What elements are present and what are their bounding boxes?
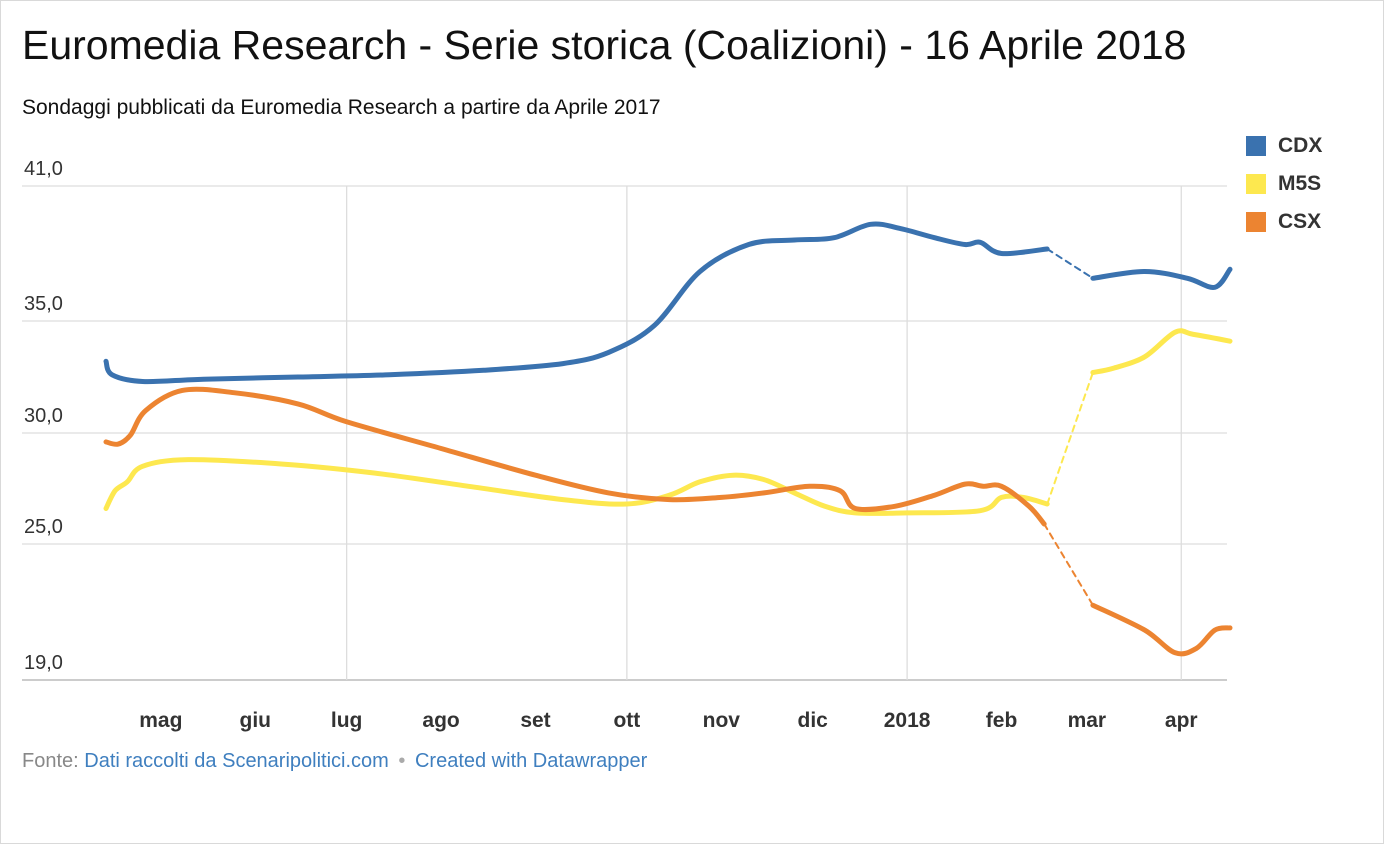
y-tick-label: 30,0 xyxy=(24,405,63,427)
series-csx-line xyxy=(1090,602,1233,657)
grid-lines xyxy=(22,185,1227,681)
legend-item-cdx[interactable]: CDX xyxy=(1246,127,1322,165)
series-m5s-dashed-segment xyxy=(1046,371,1094,506)
y-tick-label: 19,0 xyxy=(24,652,63,674)
x-tick-label: mag xyxy=(139,709,182,732)
series-m5s-line xyxy=(103,457,1050,516)
legend-item-m5s[interactable]: M5S xyxy=(1246,165,1322,203)
footer-credit-link[interactable]: Created with Datawrapper xyxy=(414,750,648,772)
x-tick-label: ott xyxy=(613,709,640,732)
chart-subtitle: Sondaggi pubblicati da Euromedia Researc… xyxy=(22,96,661,119)
footer-source-link[interactable]: Dati raccolti da Scenaripolitici.com xyxy=(84,750,389,772)
legend-swatch-cdx xyxy=(1246,136,1266,156)
series-cdx-line xyxy=(1090,266,1233,290)
footer-separator: • xyxy=(398,750,406,772)
legend-label-m5s: M5S xyxy=(1278,172,1322,195)
y-tick-label: 41,0 xyxy=(24,158,63,180)
x-tick-label: lug xyxy=(331,709,363,732)
legend-swatch-csx xyxy=(1246,212,1266,232)
x-tick-label: feb xyxy=(986,709,1018,732)
y-tick-label: 25,0 xyxy=(24,516,63,538)
x-tick-label: nov xyxy=(703,709,741,732)
series-csx-line xyxy=(103,386,1047,527)
footer-source-label: Fonte: xyxy=(22,750,79,772)
series-lines xyxy=(103,221,1233,657)
x-tick-label: 2018 xyxy=(884,709,931,732)
x-tick-label: apr xyxy=(1165,709,1198,732)
series-m5s-line xyxy=(1090,328,1233,375)
y-tick-label: 35,0 xyxy=(24,293,63,315)
legend-swatch-m5s xyxy=(1246,174,1266,194)
x-tick-label: dic xyxy=(798,709,829,732)
series-cdx-dashed-segment xyxy=(1046,248,1094,280)
legend: CDX M5S CSX xyxy=(1246,127,1322,241)
x-tick-label: mar xyxy=(1068,709,1107,732)
x-tick-label: giu xyxy=(240,709,272,732)
series-cdx-line xyxy=(103,221,1050,385)
x-tick-label: ago xyxy=(422,709,459,732)
x-tick-label: set xyxy=(520,709,550,732)
y-axis-labels: 19,0 25,0 30,0 35,0 41,0 xyxy=(24,158,63,674)
legend-item-csx[interactable]: CSX xyxy=(1246,203,1322,241)
series-csx-dashed-segment xyxy=(1043,523,1094,607)
chart-title: Euromedia Research - Serie storica (Coal… xyxy=(22,22,1187,68)
legend-label-csx: CSX xyxy=(1278,210,1322,233)
footer: Fonte: Dati raccolti da Scenaripolitici.… xyxy=(22,750,647,773)
legend-label-cdx: CDX xyxy=(1278,134,1323,157)
x-axis-labels: mag giu lug ago set ott nov dic 2018 feb mar apr xyxy=(139,709,1197,732)
